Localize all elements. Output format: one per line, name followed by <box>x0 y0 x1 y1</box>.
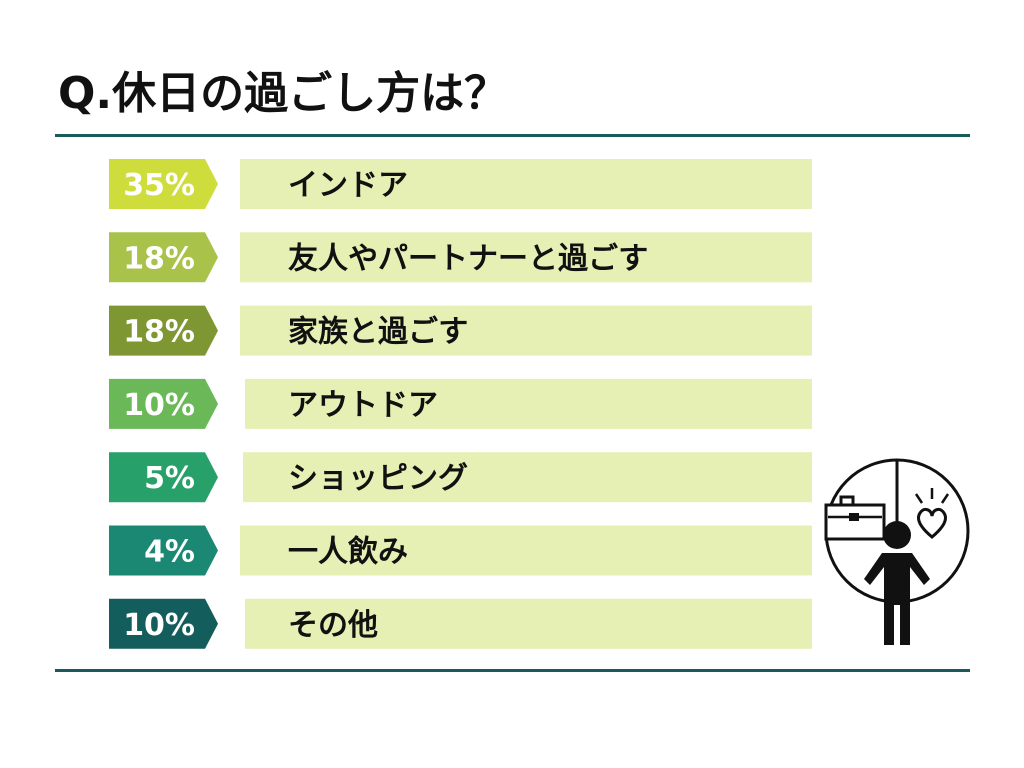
category-band <box>240 305 812 356</box>
category-label: 家族と過ごす <box>288 315 468 350</box>
chart-row: 5% ショッピング <box>109 452 812 503</box>
heart-icon <box>914 488 950 539</box>
category-band <box>243 452 812 503</box>
category-label: ショッピング <box>288 461 468 496</box>
chart-row: 18% 友人やパートナーと過ごす <box>109 232 812 283</box>
chart-row: 4% 一人飲み <box>109 525 812 576</box>
bar-mark <box>109 598 218 649</box>
chart-row: 35% インドア <box>109 159 812 209</box>
category-label: 友人やパートナーと過ごす <box>288 241 648 276</box>
page-title: Q.休日の過ごし方は？ <box>58 68 509 119</box>
bar-mark <box>109 305 218 356</box>
bottom-divider <box>55 669 970 672</box>
data-label: 10% <box>123 388 195 423</box>
bar-mark <box>109 378 218 429</box>
briefcase-icon <box>824 495 886 541</box>
person-silhouette <box>864 521 930 645</box>
data-label: 18% <box>123 241 195 276</box>
data-label: 5% <box>144 461 195 496</box>
data-label: 10% <box>123 608 195 643</box>
category-label: 一人飲み <box>288 535 408 570</box>
chart-row: 10% その他 <box>109 598 812 649</box>
category-label: インドア <box>288 168 408 203</box>
data-label: 18% <box>123 315 195 350</box>
category-band <box>240 232 812 283</box>
top-divider <box>55 134 970 137</box>
bar-mark <box>109 232 218 283</box>
bar-mark <box>109 452 218 503</box>
bar-mark <box>109 159 218 209</box>
person-choice-icon <box>824 458 970 645</box>
data-label: 4% <box>144 535 195 570</box>
chart-row: 18% 家族と過ごす <box>109 305 812 356</box>
category-label: アウトドア <box>288 388 438 423</box>
category-label: その他 <box>288 608 378 643</box>
category-band <box>240 159 812 209</box>
category-band <box>245 598 812 649</box>
bar-mark <box>109 525 218 576</box>
category-band <box>245 378 812 429</box>
chart-row: 10% アウトドア <box>109 378 812 429</box>
data-label: 35% <box>123 168 195 203</box>
category-band <box>240 525 812 576</box>
